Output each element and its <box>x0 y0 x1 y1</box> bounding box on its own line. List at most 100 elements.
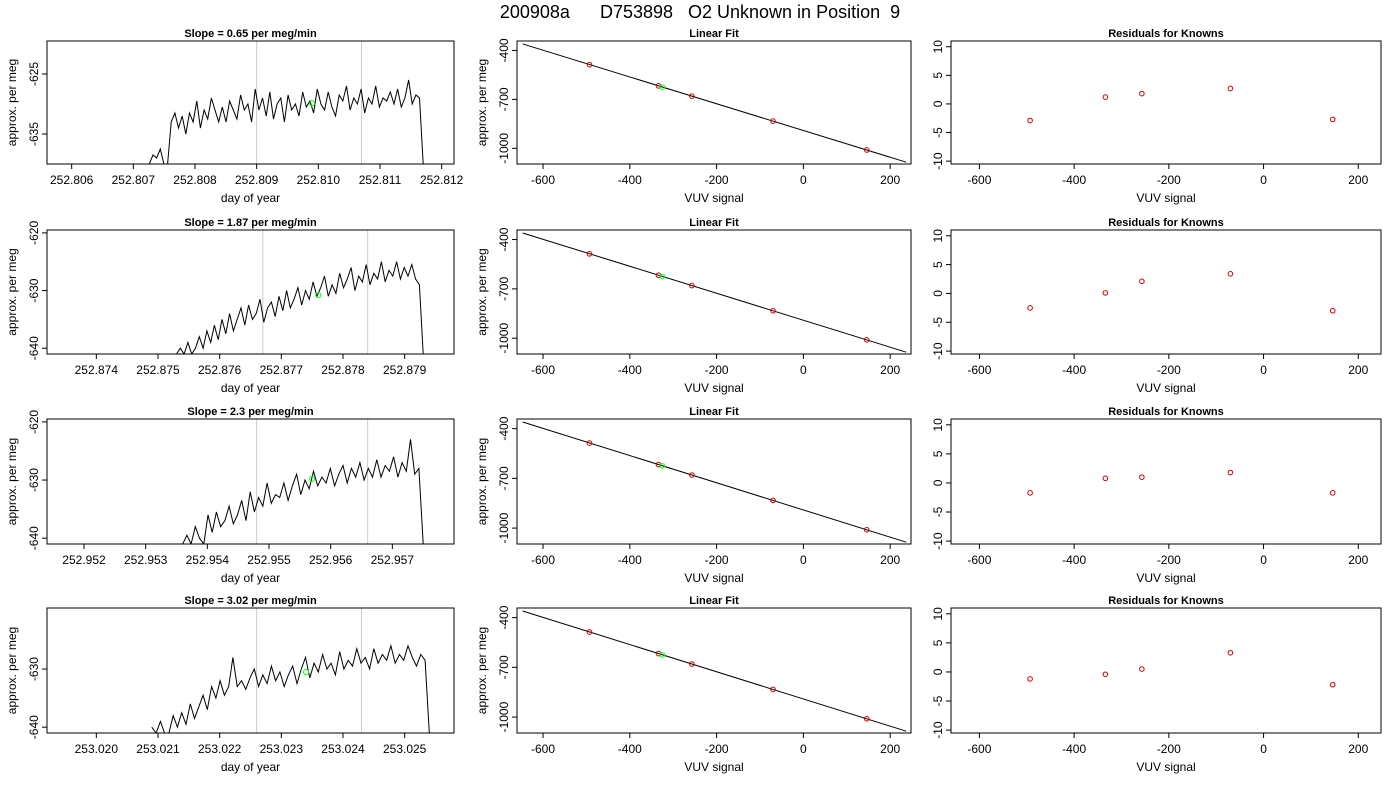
residuals-2-x-tick-label-5: 200 <box>1348 363 1368 377</box>
timeseries-3-y-tick-label-3: -640 <box>27 526 41 550</box>
timeseries-3-plot-frame <box>46 418 455 545</box>
residuals-1-x-tick-label-5: 200 <box>1348 173 1368 187</box>
fit-2-point-4 <box>770 307 776 314</box>
residuals-3-y-tick-label-4: -5 <box>931 506 945 517</box>
timeseries-2-x-axis-label: day of year <box>221 381 280 395</box>
fit-1-x-tick-label-4: 0 <box>800 173 807 187</box>
residuals-1-y-tick-label-5: -10 <box>931 152 945 170</box>
fit-1-x-tick-label-2: -400 <box>618 173 642 187</box>
residuals-1-title: Residuals for Knowns <box>1108 28 1224 40</box>
fit-2-x-tick-label-4: 0 <box>800 363 807 377</box>
residuals-3-x-tick-label-3: -200 <box>1157 553 1181 567</box>
timeseries-1-plot-frame <box>46 40 455 165</box>
residuals-3-point-3 <box>1139 474 1145 480</box>
fit-3-y-axis-label: approx. per meg <box>475 438 489 525</box>
residuals-3-x-axis-label: VUV signal <box>1136 571 1195 585</box>
fit-2-plot-frame <box>516 229 912 355</box>
fit-2-unknown-point <box>659 273 666 280</box>
residuals-2-x-tick-label-3: -200 <box>1157 363 1181 377</box>
timeseries-1-highlight-point <box>309 100 316 107</box>
timeseries-3-x-tick-label-4: 252.955 <box>247 553 291 567</box>
residuals-3-point-5 <box>1329 490 1336 496</box>
timeseries-2-x-tick-label-4: 252.877 <box>260 363 304 377</box>
fit-3-unknown-point <box>659 463 666 469</box>
residuals-2-x-tick-label-1: -600 <box>967 363 991 377</box>
fit-2-x-tick-label-3: -200 <box>705 363 729 377</box>
fit-1-y-axis-label: approx. per meg <box>475 59 489 146</box>
residuals-4-x-tick-label-4: 0 <box>1260 742 1267 756</box>
residuals-1-y-tick-label-3: 0 <box>931 100 945 107</box>
residuals-4-x-tick-label-2: -400 <box>1062 742 1086 756</box>
fit-2-x-axis-label: VUV signal <box>684 381 743 395</box>
timeseries-3-y-tick-label-1: -620 <box>27 410 41 434</box>
residuals-1-point-3 <box>1139 90 1145 97</box>
figure-title: 200908a D753898 O2 Unknown in Position 9 <box>499 2 901 22</box>
fit-1-fit-line <box>522 43 907 163</box>
residuals-3-plot-frame <box>950 418 1382 545</box>
residuals-2-plot-frame <box>950 229 1382 355</box>
fit-4-title: Linear Fit <box>689 595 739 607</box>
fit-1-plot-frame <box>516 40 912 165</box>
residuals-3-title: Residuals for Knowns <box>1108 406 1224 418</box>
residuals-1-x-tick-label-4: 0 <box>1260 173 1267 187</box>
residuals-2-x-axis-label: VUV signal <box>1136 381 1195 395</box>
residuals-2-title: Residuals for Knowns <box>1108 217 1224 229</box>
timeseries-1-title: Slope = 0.65 per meg/min <box>184 28 317 40</box>
timeseries-2-title: Slope = 1.87 per meg/min <box>184 217 317 229</box>
residuals-4-y-tick-label-5: -10 <box>931 721 945 739</box>
fit-4-x-tick-label-2: -400 <box>618 742 642 756</box>
residuals-3-point-2 <box>1102 475 1109 482</box>
fit-1-title: Linear Fit <box>689 28 739 40</box>
timeseries-3-title: Slope = 2.3 per meg/min <box>187 406 314 418</box>
residuals-4-title: Residuals for Knowns <box>1108 595 1224 607</box>
fit-1-y-tick-label-1: -400 <box>497 38 511 62</box>
residuals-2-y-tick-label-1: 10 <box>931 229 945 243</box>
fit-1-x-tick-label-5: 200 <box>880 173 900 187</box>
timeseries-1-x-tick-label-5: 252.810 <box>297 173 341 187</box>
residuals-4-y-tick-label-4: -5 <box>931 695 945 706</box>
timeseries-4-x-tick-label-6: 253.025 <box>383 742 427 756</box>
fit-2-point-5 <box>863 337 870 343</box>
residuals-3-y-tick-label-5: -10 <box>931 532 945 550</box>
fit-3-y-tick-label-3: -1000 <box>497 512 511 543</box>
timeseries-2-y-tick-label-2: -630 <box>27 278 41 302</box>
residuals-3-y-tick-label-2: 5 <box>931 450 945 457</box>
fit-3-x-tick-label-2: -400 <box>618 553 642 567</box>
fit-4-plot-frame <box>516 607 912 734</box>
fit-4-point-3 <box>689 661 695 667</box>
timeseries-1-x-axis-label: day of year <box>221 191 280 205</box>
fit-4-point-4 <box>770 686 776 693</box>
residuals-1-x-tick-label-3: -200 <box>1157 173 1181 187</box>
timeseries-2-x-tick-label-3: 252.876 <box>198 363 242 377</box>
fit-3-x-tick-label-5: 200 <box>880 553 900 567</box>
residuals-2-y-tick-label-4: -5 <box>931 317 945 328</box>
residuals-1-x-tick-label-1: -600 <box>967 173 991 187</box>
timeseries-3-x-tick-label-3: 252.954 <box>186 553 230 567</box>
fit-3-point-3 <box>689 472 695 478</box>
timeseries-2-series-line <box>176 261 424 354</box>
fit-2-fit-line <box>522 232 907 353</box>
timeseries-3-x-tick-label-5: 252.956 <box>309 553 353 567</box>
timeseries-2-y-tick-label-3: -640 <box>27 336 41 360</box>
residuals-1-plot-frame <box>950 40 1382 165</box>
residuals-3-y-tick-label-1: 10 <box>931 418 945 432</box>
residuals-2-x-tick-label-4: 0 <box>1260 363 1267 377</box>
fit-2-x-tick-label-1: -600 <box>531 363 555 377</box>
timeseries-1-y-axis-label: approx. per meg <box>5 59 19 146</box>
residuals-4-point-5 <box>1329 681 1336 688</box>
timeseries-4-x-axis-label: day of year <box>221 760 280 774</box>
timeseries-4-y-tick-label-1: -630 <box>27 657 41 681</box>
fit-3-point-5 <box>863 526 870 533</box>
fit-1-point-4 <box>770 118 776 124</box>
timeseries-4-plot-frame <box>46 607 455 734</box>
residuals-4-x-axis-label: VUV signal <box>1136 760 1195 774</box>
fit-3-x-tick-label-3: -200 <box>705 553 729 567</box>
timeseries-3-x-axis-label: day of year <box>221 571 280 585</box>
residuals-4-point-4 <box>1227 649 1234 656</box>
fit-1-point-5 <box>863 147 870 153</box>
residuals-1-point-1 <box>1027 117 1033 124</box>
residuals-2-point-3 <box>1139 278 1145 285</box>
timeseries-4-y-axis-label: approx. per meg <box>5 627 19 714</box>
timeseries-3-x-tick-label-2: 252.953 <box>124 553 168 567</box>
timeseries-2-y-axis-label: approx. per meg <box>5 248 19 335</box>
